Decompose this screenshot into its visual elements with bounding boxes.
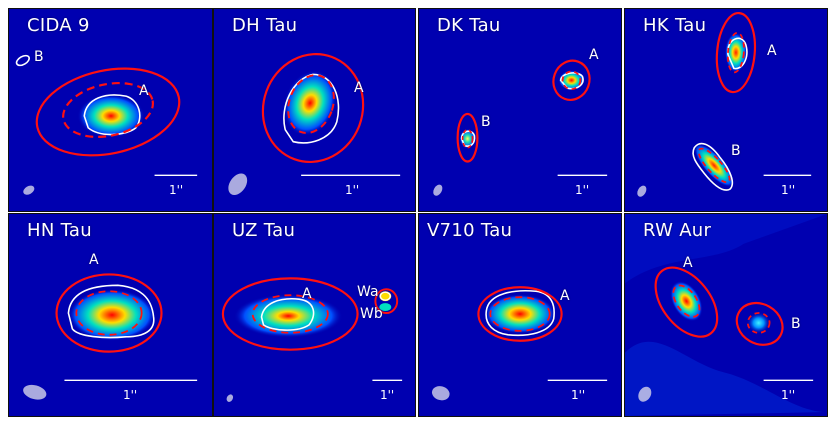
source-label-a: A xyxy=(302,286,312,302)
source-label-b: B xyxy=(791,316,801,332)
image-cida9 xyxy=(15,54,198,195)
panel-title: V710 Tau xyxy=(427,220,513,241)
scale-bar-label: 1'' xyxy=(123,388,138,402)
source-label-a: A xyxy=(89,252,99,268)
panel-title: HN Tau xyxy=(27,220,92,241)
panel-dhtau: DH Tau A 1'' xyxy=(213,8,416,212)
panel-title: HK Tau xyxy=(643,15,707,36)
panel-hntau: HN Tau A 1'' xyxy=(8,213,213,417)
source-label-a: A xyxy=(560,288,570,304)
scale-bar-label: 1'' xyxy=(575,183,590,197)
scale-bar-label: 1'' xyxy=(345,183,360,197)
scale-bar-label: 1'' xyxy=(781,183,796,197)
image-hntau xyxy=(23,273,198,400)
source-label-b: B xyxy=(731,143,741,159)
scale-bar-label: 1'' xyxy=(781,388,796,402)
image-dktau xyxy=(433,59,608,196)
panel-title: RW Aur xyxy=(643,220,712,241)
source-label-b: B xyxy=(481,114,491,130)
source-label-wa: Wa xyxy=(357,284,379,300)
scale-bar-label: 1'' xyxy=(380,388,395,402)
image-dhtau xyxy=(228,53,401,196)
panel-title: DH Tau xyxy=(232,15,298,36)
image-hktau xyxy=(637,11,812,197)
panel-cida9: CIDA 9 A B 1'' xyxy=(8,8,213,212)
panel-title: DK Tau xyxy=(437,15,501,36)
panel-v710tau: V710 Tau A 1'' xyxy=(418,213,622,417)
image-uztau xyxy=(221,277,403,402)
panel-title: CIDA 9 xyxy=(27,15,90,36)
source-label-a: A xyxy=(589,47,599,63)
panel-uztau: UZ Tau A Wa Wb 1'' xyxy=(213,213,416,417)
source-label-a: A xyxy=(354,80,364,96)
image-rwaur xyxy=(625,214,827,416)
panel-dktau: DK Tau A B 1'' xyxy=(418,8,622,212)
source-label-a: A xyxy=(139,83,149,99)
scale-bar-label: 1'' xyxy=(571,388,586,402)
image-v710tau xyxy=(431,286,608,401)
panel-title: UZ Tau xyxy=(232,220,296,241)
panel-rwaur: RW Aur A B 1'' xyxy=(624,213,828,417)
source-label-wb: Wb xyxy=(360,306,383,322)
scale-bar-label: 1'' xyxy=(169,183,184,197)
source-label-a: A xyxy=(767,43,777,59)
source-label-a: A xyxy=(683,255,693,271)
source-label-b: B xyxy=(34,49,44,65)
panel-hktau: HK Tau A B 1'' xyxy=(624,8,828,212)
